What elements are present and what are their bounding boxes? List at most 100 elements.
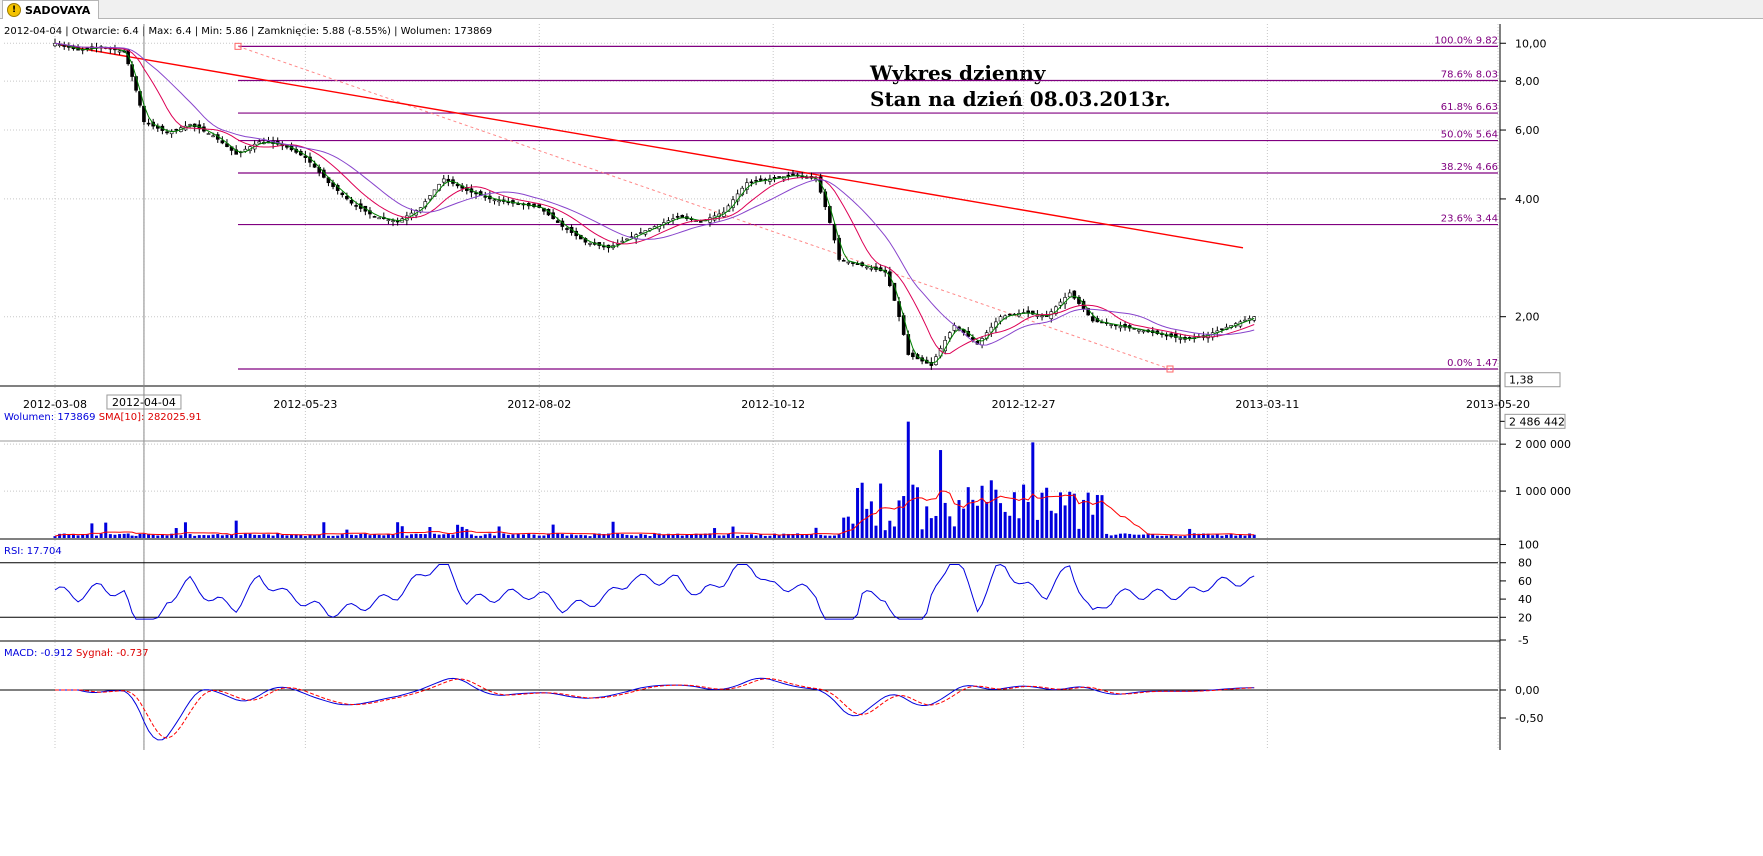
volume-bar [1063,505,1067,538]
volume-bar [1008,515,1012,538]
volume-bar [625,534,629,538]
tab-title: SADOVAYA [25,3,91,17]
volume-bar [957,500,961,538]
price-tick-label: 10,00 [1515,37,1547,50]
volume-bar [1142,534,1146,538]
volume-bar [1100,495,1104,538]
macd-tick-label: -0,50 [1515,712,1543,725]
volume-bar [1160,535,1164,538]
volume-bar [1183,536,1187,538]
volume-bar [542,535,546,538]
volume-bar [805,534,809,538]
candle-body [555,220,560,223]
volume-bar [602,534,606,538]
macd-signal-line [55,678,1255,739]
volume-bar [492,535,496,538]
volume-bar [643,534,647,538]
volume-bar [151,534,155,538]
volume-bar [340,534,344,538]
volume-bar [948,516,952,538]
volume-bar [465,529,469,538]
fib-level-label: 38.2% 4.66 [1441,162,1498,173]
candle-body [620,240,625,243]
volume-bar [823,535,827,538]
volume-bar [713,528,717,538]
ohlc-info: 2012-04-04 | Otwarcie: 6.4 | Max: 6.4 | … [4,26,493,37]
candle-body [588,243,592,245]
volume-bar [179,535,183,538]
volume-bar [842,517,846,538]
volume-bar [527,533,531,538]
candle-body [832,224,837,241]
candle-body [929,361,934,366]
volume-bar [488,533,492,538]
volume-bar [108,534,112,538]
rsi-tick-label: 60 [1518,575,1532,588]
volume-bar [165,535,169,538]
volume-bar [994,489,998,538]
candle-body [85,47,90,50]
volume-bar [892,526,896,538]
volume-bar [193,535,197,538]
volume-bar [703,533,707,538]
volume-bar [943,502,947,538]
volume-bar [717,535,721,538]
volume-bar [271,535,275,538]
candle-body [134,76,138,91]
volume-bar [423,534,427,538]
volume-bar [560,533,564,538]
volume-bar [851,523,855,538]
volume-bar [474,535,478,538]
volume-bar [1211,535,1215,538]
volume-sma-value: SMA[10]: 282025.91 [98,412,202,423]
rsi-tick-label: 20 [1518,611,1532,624]
volume-bar [1095,494,1099,538]
candle-body [1220,328,1224,331]
volume-bar [1220,535,1224,538]
volume-bar [597,533,601,538]
volume-bar [391,534,395,538]
candle-body [303,155,308,158]
fib-level-label: 78.6% 8.03 [1441,70,1498,81]
volume-bar [1031,442,1035,538]
volume-bar [1197,533,1201,538]
volume-bar [579,534,583,538]
volume-bar [869,501,873,538]
volume-bar [174,528,178,538]
volume-bar [1082,499,1086,538]
ma-mid-line [54,42,1255,355]
volume-bar [708,533,712,538]
candle-body [354,205,358,207]
volume-bar [76,535,80,538]
volume-bar [966,487,970,538]
candle-body [638,232,643,234]
rsi-tick-label: 100 [1518,539,1539,552]
volume-bar [583,535,587,538]
candle-body [777,176,781,178]
macd-tick-label: 0,00 [1515,684,1540,697]
volume-bar [308,534,312,538]
volume-bar [506,534,510,538]
candle-body [220,140,225,144]
price-tick-label: 8,00 [1515,75,1540,88]
candle-body [446,178,451,182]
volume-bar [67,534,71,538]
volume-bar [685,535,689,538]
candle-body [386,219,391,221]
volume-bar [782,533,786,538]
volume-bar [280,535,284,538]
tab-sadovaya[interactable]: ! SADOVAYA [2,0,100,19]
volume-bar [1105,533,1109,538]
candle-body [998,316,1003,322]
volume-bar [906,421,910,538]
rsi-tick-label: 40 [1518,593,1532,606]
candle-body [455,183,460,187]
volume-bar [170,533,174,538]
volume-bar [382,535,386,538]
rsi-tick-label: -5 [1518,634,1529,647]
volume-tick-label: 1 000 000 [1515,485,1571,498]
volume-bar [814,527,818,538]
candle-body [395,220,400,223]
candle-body [625,238,629,241]
